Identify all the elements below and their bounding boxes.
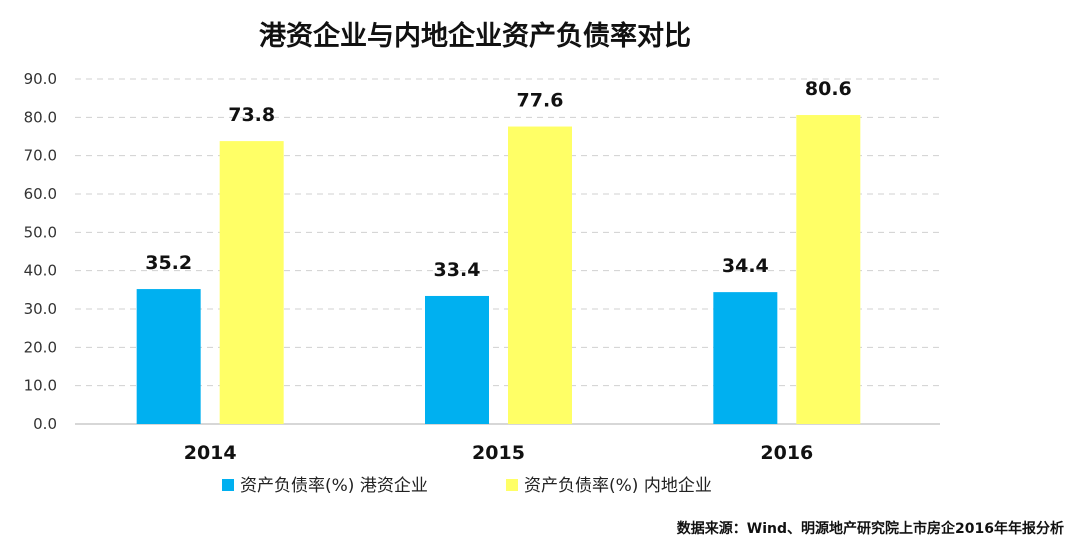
bar-mainland-2016: [796, 115, 861, 425]
data-label-mainland-2014: 73.8: [228, 104, 275, 126]
y-tick-label: 0.0: [33, 415, 57, 433]
legend-swatch-mainland: [506, 479, 518, 491]
data-label-mainland-2016: 80.6: [805, 78, 852, 100]
gridlines: [75, 78, 940, 387]
legend-swatch-hk: [222, 479, 234, 491]
x-axis-ticks: 2014 2015 2016: [184, 442, 814, 464]
data-label-hk-2014: 35.2: [145, 252, 192, 274]
bar-mainland-2014: [219, 141, 284, 424]
x-tick-label: 2015: [472, 442, 525, 464]
data-label-mainland-2015: 77.6: [517, 90, 564, 112]
y-tick-label: 70.0: [24, 147, 57, 165]
y-tick-label: 60.0: [24, 185, 57, 203]
x-tick-label: 2014: [184, 442, 237, 464]
y-tick-label: 50.0: [24, 223, 57, 241]
x-tick-label: 2016: [760, 442, 813, 464]
chart-title: 港资企业与内地企业资产负债率对比: [259, 20, 691, 52]
y-tick-label: 30.0: [24, 300, 57, 318]
bar-hk-2015: [425, 295, 489, 424]
data-label-hk-2016: 34.4: [722, 255, 769, 277]
source-note: 数据来源：Wind、明源地产研究院上市房企2016年年报分析: [677, 520, 1064, 537]
bar-mainland-2015: [508, 126, 572, 425]
y-tick-label: 10.0: [24, 377, 57, 395]
y-tick-label: 80.0: [24, 108, 57, 126]
bars: [136, 115, 861, 425]
y-tick-label: 20.0: [24, 338, 57, 356]
data-label-hk-2015: 33.4: [434, 259, 481, 281]
y-axis-ticks: 0.0 10.0 20.0 30.0 40.0 50.0 60.0 70.0 80.0 90.0: [24, 70, 57, 433]
data-labels: 35.2 73.8 33.4 77.6 34.4 80.6: [145, 78, 852, 281]
y-tick-label: 40.0: [24, 262, 57, 280]
bar-hk-2014: [136, 289, 201, 424]
legend-label-hk: 资产负债率(%) 港资企业: [240, 476, 428, 496]
legend: 资产负债率(%) 港资企业 资产负债率(%) 内地企业: [222, 476, 712, 496]
legend-label-mainland: 资产负债率(%) 内地企业: [524, 476, 712, 496]
y-tick-label: 90.0: [24, 70, 57, 88]
bar-hk-2016: [713, 292, 778, 424]
